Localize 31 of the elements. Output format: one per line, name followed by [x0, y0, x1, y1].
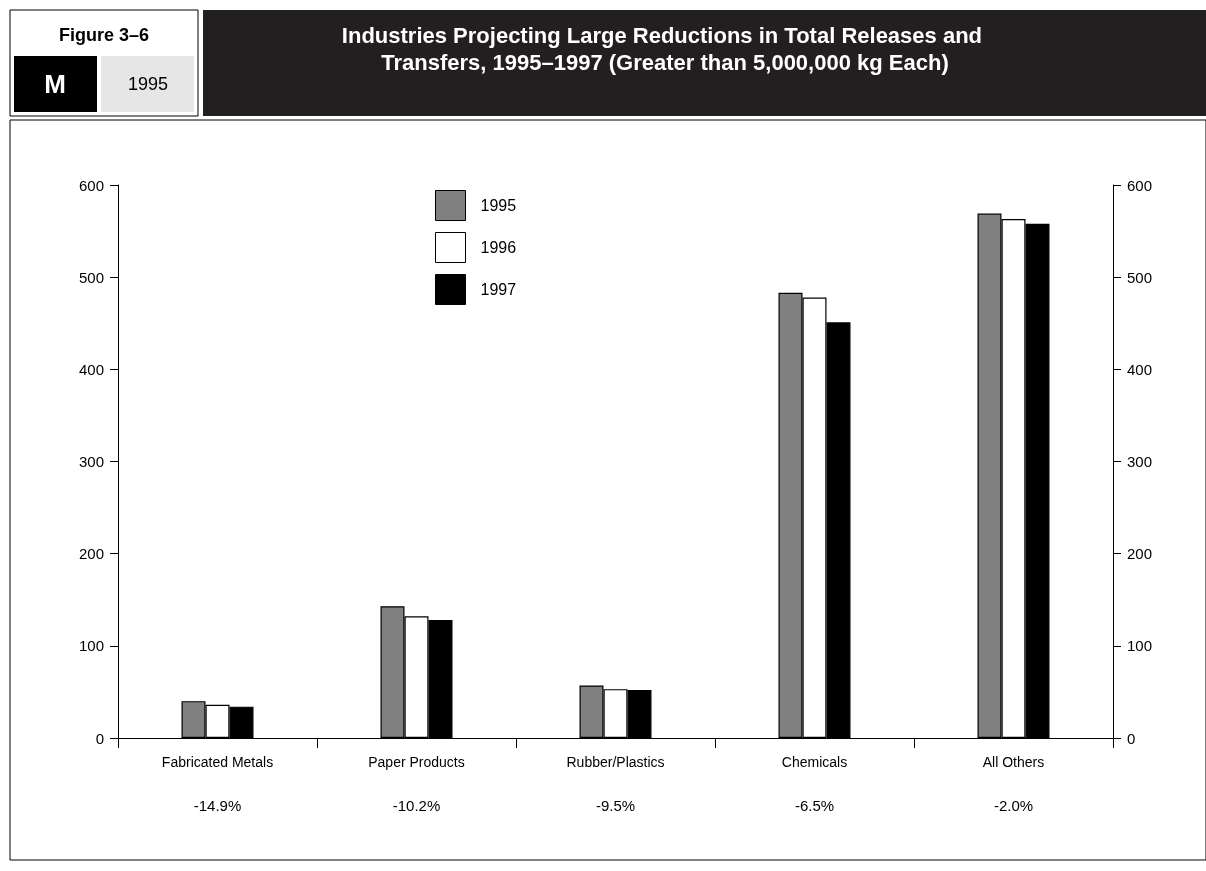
y2-tick-label: 100 [1127, 637, 1153, 655]
text: -14.9% [193, 796, 242, 814]
y-tick-label: 200 [78, 545, 104, 563]
text: -10.2% [392, 796, 441, 814]
y2-tick-label: 500 [1127, 268, 1153, 286]
y-tick-label: 400 [78, 360, 104, 378]
x-tick-label: All Others [982, 754, 1045, 770]
legend-label: 1997 [480, 281, 517, 298]
y-tick-label: 300 [78, 453, 104, 470]
x-tick-label: Chemicals [781, 754, 848, 770]
caption: Figure 3–6 [58, 25, 150, 45]
chart-title: Industries Projecting Large Reductions in Total Releases and Transfers, 1995–1997 (Greater than 5,000,000 kg Each) [341, 23, 989, 75]
x-tick-label: Fabricated Metals [161, 754, 274, 770]
text: M [44, 69, 66, 99]
text: -9.5% [595, 796, 636, 814]
text: 1995 [127, 74, 169, 94]
y2-tick-label: 0 [1127, 729, 1136, 747]
legend-label: 1996 [480, 239, 517, 256]
x-tick-label: Paper Products [368, 754, 465, 770]
y-tick-label: 500 [78, 268, 104, 286]
y-tick-label: 100 [78, 637, 104, 655]
y-tick-label: 0 [95, 729, 104, 747]
text: -6.5% [794, 796, 835, 814]
y2-tick-label: 600 [1127, 176, 1153, 194]
text: -2.0% [993, 796, 1034, 814]
legend-label: 1995 [480, 197, 517, 214]
y2-tick-label: 400 [1127, 360, 1153, 378]
x-tick-label: Rubber/Plastics [566, 754, 665, 770]
y2-tick-label: 200 [1127, 545, 1153, 563]
y-tick-label: 600 [78, 176, 104, 194]
y2-tick-label: 300 [1127, 453, 1153, 470]
